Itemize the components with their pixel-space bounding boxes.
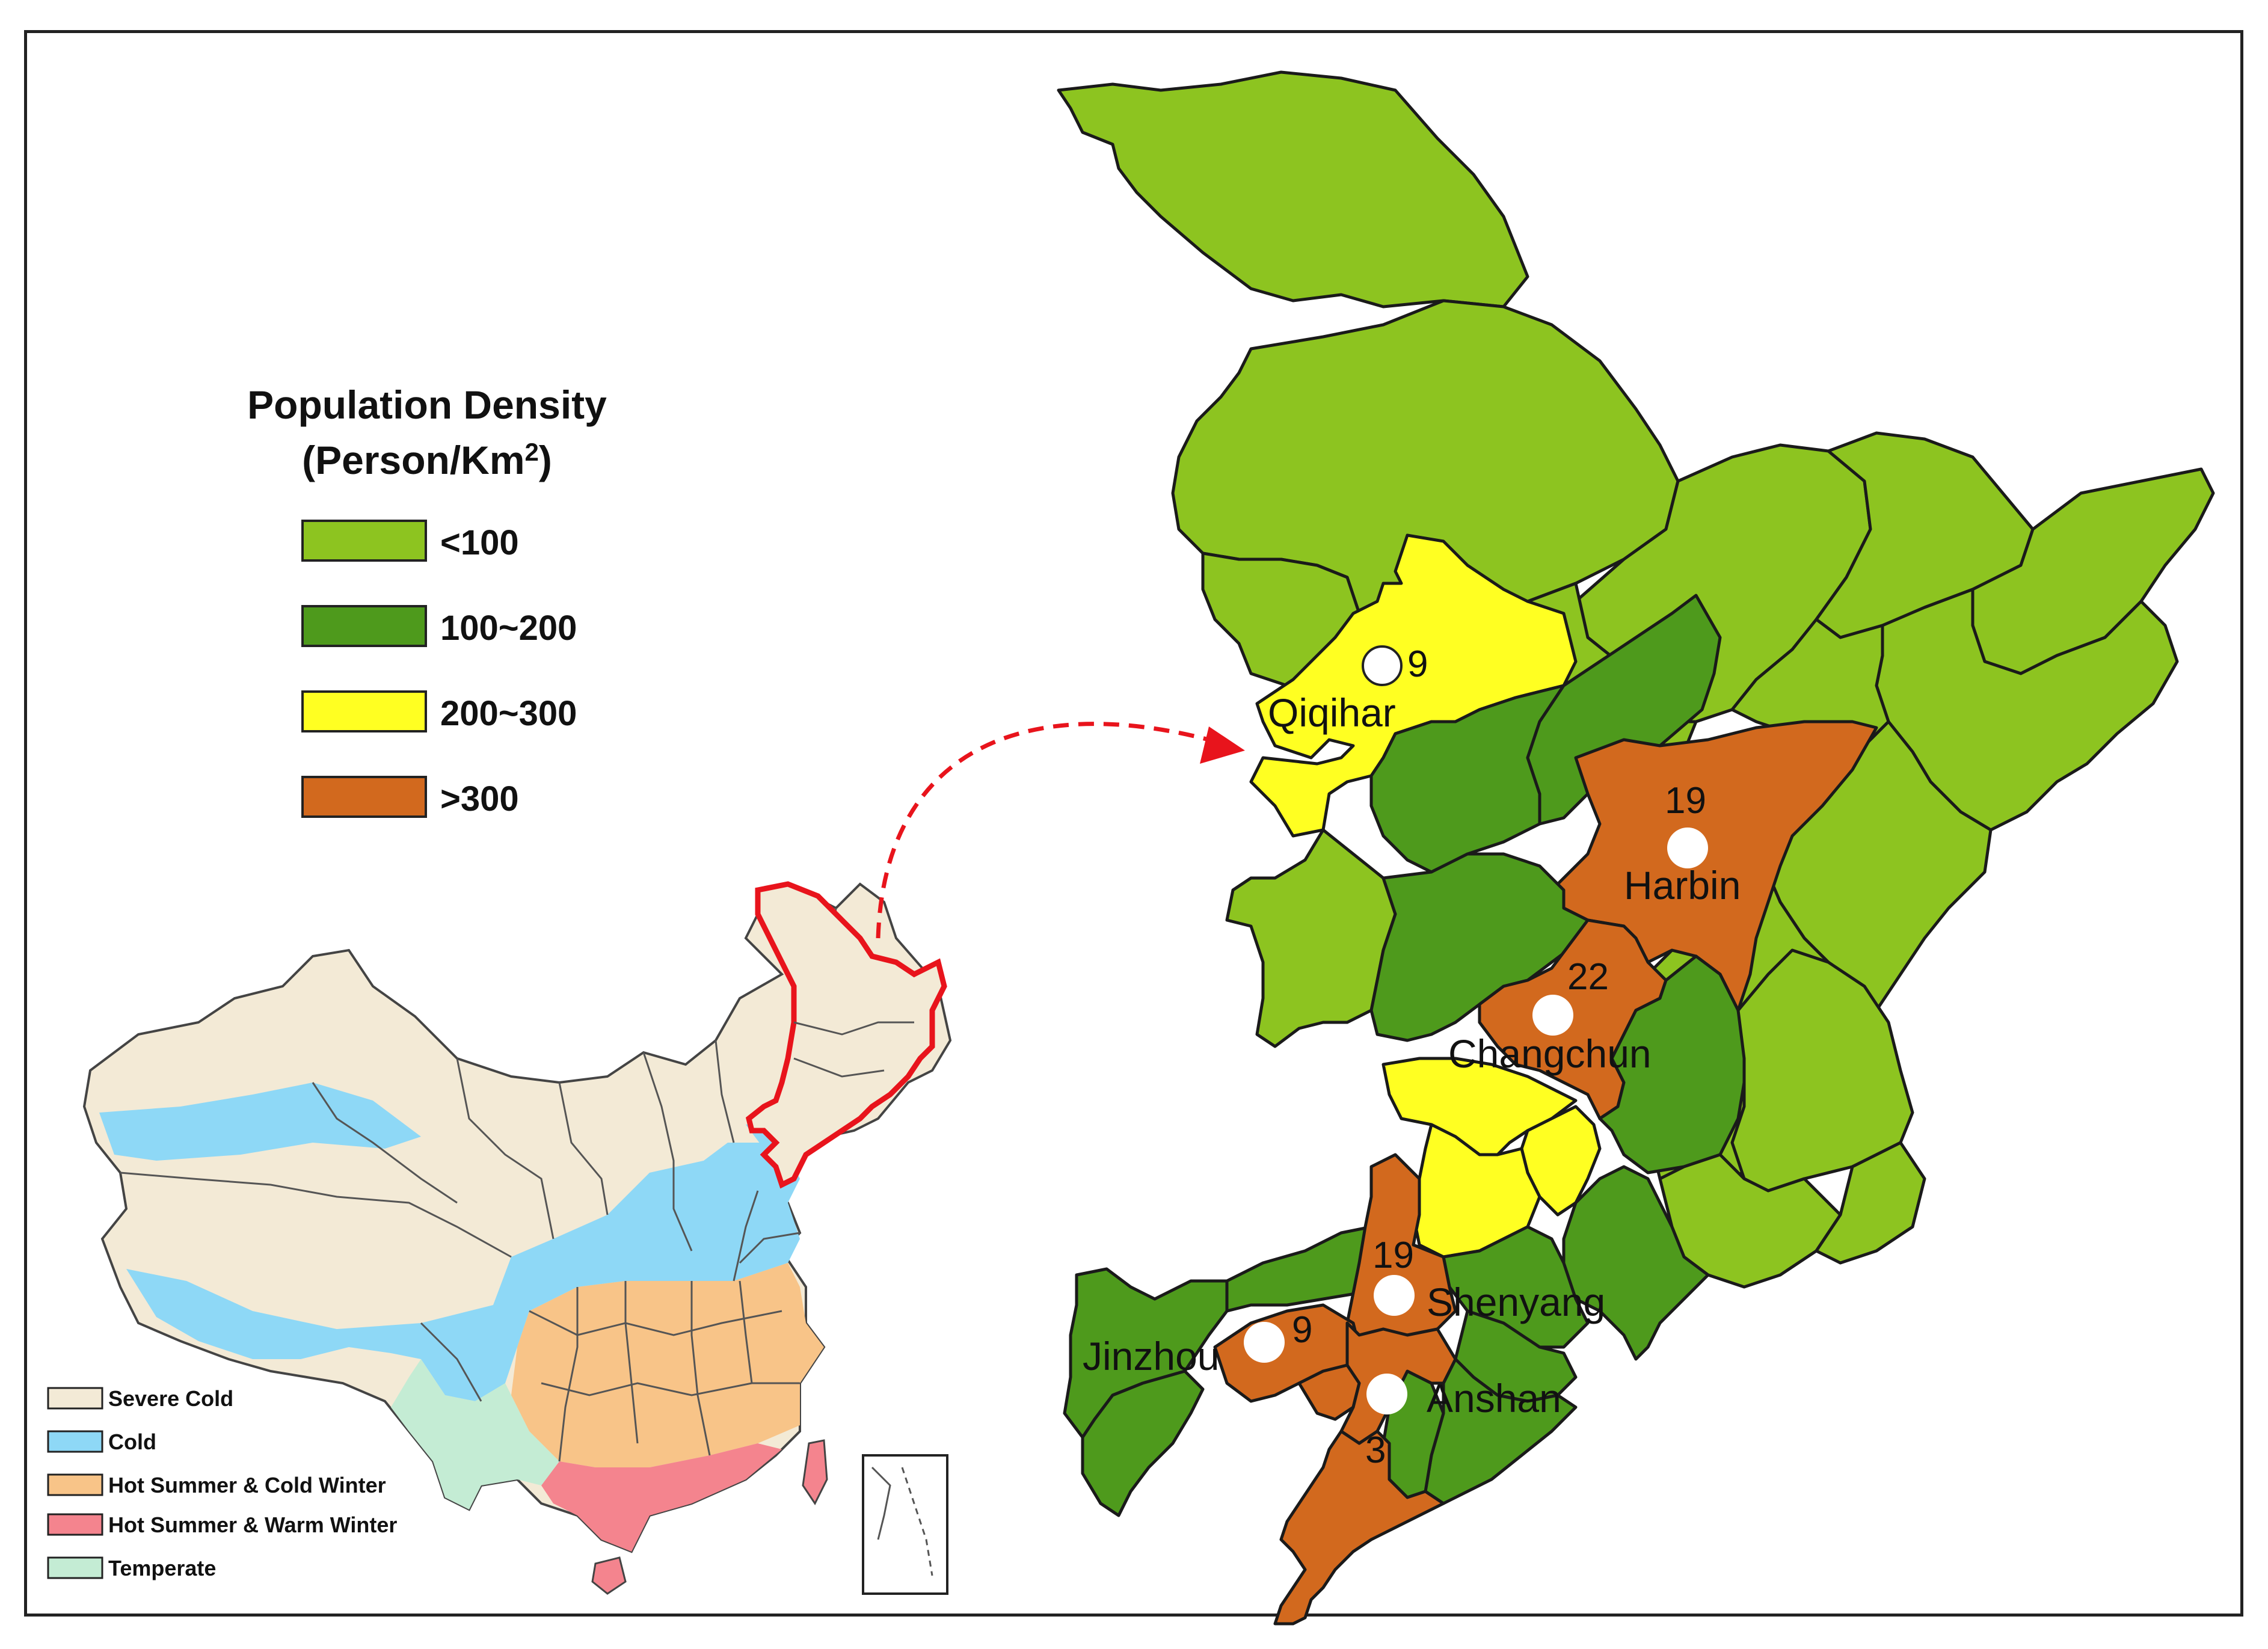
legend-label-100-200: 100~200 — [440, 609, 577, 648]
station-count-changchun: 22 — [1567, 956, 1609, 998]
inset-coast-line — [871, 1466, 891, 1540]
legend-swatch-100-200 — [301, 605, 427, 647]
station-marker-anshan — [1366, 1374, 1407, 1414]
city-label-shenyang: Shenyang — [1427, 1280, 1605, 1324]
station-marker-harbin — [1667, 828, 1708, 868]
climate-zone-legend: Severe Cold Cold Hot Summer & Cold Winte… — [47, 1386, 397, 1580]
city-label-harbin: Harbin — [1624, 863, 1741, 907]
station-count-jinzhou: 9 — [1292, 1309, 1312, 1351]
climate-label-severe-cold: Severe Cold — [108, 1386, 233, 1411]
region-qiqihar — [1249, 533, 1578, 838]
city-label-anshan: Anshan — [1427, 1376, 1561, 1420]
northeast-highlight-outline — [745, 881, 947, 1189]
region-huludao — [1081, 1369, 1205, 1517]
legend-swatch-lt100 — [301, 520, 427, 562]
climate-label-temperate: Temperate — [108, 1556, 216, 1580]
cold-zone-northwest — [99, 1082, 421, 1161]
climate-label-hscw: Hot Summer & Cold Winter — [108, 1473, 386, 1497]
northeast-inner-line-1 — [793, 1021, 914, 1036]
hsww-zone — [541, 1443, 782, 1552]
legend-label-gt300: >300 — [440, 779, 519, 818]
province-boundaries — [120, 907, 837, 1462]
northeast-china-map: 9 Qiqihar 19 Harbin 22 Changchun 19 Shen… — [1057, 70, 2215, 1626]
station-count-shenyang: 19 — [1372, 1235, 1414, 1276]
legend-label-lt100: <100 — [440, 523, 519, 562]
region-baishan — [1815, 1141, 1926, 1265]
station-marker-changchun — [1532, 995, 1573, 1036]
city-markers: 9 Qiqihar 19 Harbin 22 Changchun 19 Shen… — [1083, 643, 1741, 1471]
region-baicheng — [1225, 828, 1397, 1048]
station-marker-jinzhou — [1244, 1322, 1285, 1363]
station-marker-shenyang — [1374, 1275, 1415, 1316]
china-climate-map — [82, 881, 952, 1595]
temperate-zone — [391, 1359, 559, 1509]
climate-label-cold: Cold — [108, 1429, 156, 1454]
cold-zone-central — [126, 1143, 800, 1401]
climate-swatch-severe-cold — [47, 1387, 103, 1410]
hainan-island — [591, 1556, 627, 1595]
legend-title: Population Density — [247, 382, 607, 427]
dashed-arrow-curve — [876, 722, 1209, 939]
climate-swatch-cold — [47, 1430, 103, 1453]
region-dalian — [1273, 1429, 1445, 1626]
south-china-sea-inset — [862, 1454, 948, 1595]
station-marker-qiqihar — [1362, 645, 1403, 686]
northeast-inner-line-2 — [793, 1057, 885, 1078]
legend-label-200-300: 200~300 — [440, 694, 577, 733]
zoom-arrow — [876, 722, 1245, 939]
hscw-zone — [511, 1263, 824, 1467]
legend-subtitle: (Person/Km2) — [302, 438, 552, 482]
climate-swatch-hsww — [47, 1513, 103, 1536]
region-daxinganling — [1057, 70, 1529, 309]
arrow-head-icon — [1200, 726, 1245, 764]
climate-label-hsww: Hot Summer & Warm Winter — [108, 1512, 397, 1537]
region-daqing — [1369, 684, 1566, 874]
map-frame — [24, 30, 2243, 1617]
taiwan-island — [802, 1439, 828, 1505]
legend-swatch-gt300 — [301, 776, 427, 818]
city-label-qiqihar: Qiqihar — [1268, 690, 1396, 735]
station-count-anshan: 3 — [1365, 1429, 1386, 1471]
station-count-harbin: 19 — [1665, 780, 1706, 821]
city-label-jinzhou: Jinzhou — [1083, 1334, 1220, 1378]
station-count-qiqihar: 9 — [1407, 643, 1428, 685]
legend-swatch-200-300 — [301, 690, 427, 732]
climate-swatch-hscw — [47, 1473, 103, 1496]
city-label-changchun: Changchun — [1448, 1031, 1652, 1076]
climate-swatch-temperate — [47, 1556, 103, 1579]
inset-nine-dash-line — [901, 1467, 933, 1576]
population-density-legend: Population Density (Person/Km2) <100 100… — [247, 382, 607, 818]
